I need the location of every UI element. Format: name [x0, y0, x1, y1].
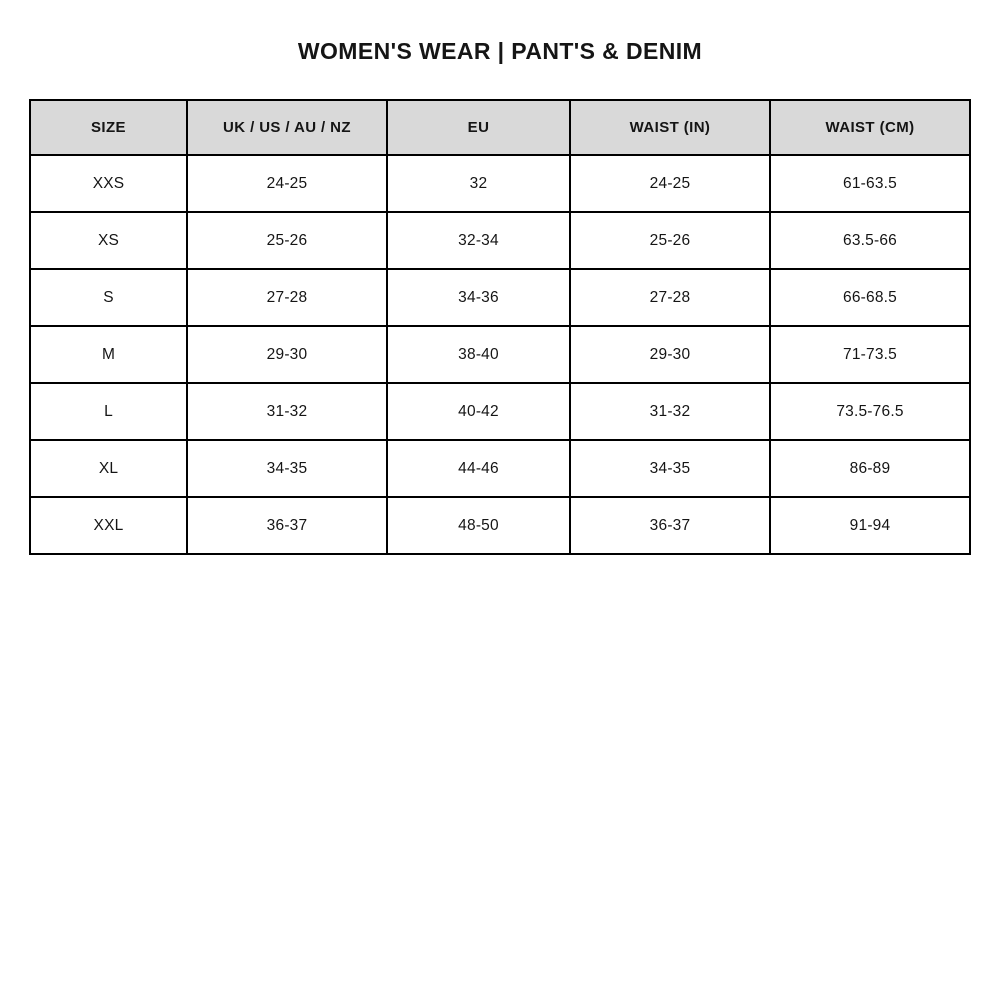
cell-waist-in: 36-37 [569, 496, 771, 555]
cell-waist-cm: 86-89 [769, 439, 971, 498]
cell-waist-in: 24-25 [569, 154, 771, 213]
table-row-s: S 27-28 34-36 27-28 66-68.5 [29, 268, 971, 327]
cell-size: L [29, 382, 188, 441]
cell-uk-size: 25-26 [186, 211, 388, 270]
table-row-l: L 31-32 40-42 31-32 73.5-76.5 [29, 382, 971, 441]
table-row-xs: XS 25-26 32-34 25-26 63.5-66 [29, 211, 971, 270]
column-header-waist-cm: WAIST (CM) [769, 99, 971, 156]
cell-waist-in: 34-35 [569, 439, 771, 498]
cell-waist-cm: 91-94 [769, 496, 971, 555]
column-header-size: SIZE [29, 99, 188, 156]
cell-eu-size: 34-36 [386, 268, 571, 327]
column-header-waist-in: WAIST (IN) [569, 99, 771, 156]
table-header-row: SIZE UK / US / AU / NZ EU WAIST (IN) WAI… [29, 99, 971, 156]
cell-eu-size: 48-50 [386, 496, 571, 555]
table-row-m: M 29-30 38-40 29-30 71-73.5 [29, 325, 971, 384]
cell-waist-in: 25-26 [569, 211, 771, 270]
column-header-eu: EU [386, 99, 571, 156]
column-header-uk-us-au-nz: UK / US / AU / NZ [186, 99, 388, 156]
cell-size: XS [29, 211, 188, 270]
cell-waist-in: 31-32 [569, 382, 771, 441]
table-row-xxs: XXS 24-25 32 24-25 61-63.5 [29, 154, 971, 213]
cell-waist-cm: 66-68.5 [769, 268, 971, 327]
cell-waist-cm: 63.5-66 [769, 211, 971, 270]
cell-size: XXS [29, 154, 188, 213]
cell-uk-size: 29-30 [186, 325, 388, 384]
size-chart-table: SIZE UK / US / AU / NZ EU WAIST (IN) WAI… [29, 99, 971, 555]
cell-size: S [29, 268, 188, 327]
cell-uk-size: 34-35 [186, 439, 388, 498]
cell-waist-cm: 71-73.5 [769, 325, 971, 384]
cell-uk-size: 31-32 [186, 382, 388, 441]
table-row-xxl: XXL 36-37 48-50 36-37 91-94 [29, 496, 971, 555]
cell-size: XL [29, 439, 188, 498]
cell-waist-in: 29-30 [569, 325, 771, 384]
cell-eu-size: 38-40 [386, 325, 571, 384]
cell-uk-size: 27-28 [186, 268, 388, 327]
cell-waist-in: 27-28 [569, 268, 771, 327]
cell-size: M [29, 325, 188, 384]
cell-eu-size: 32-34 [386, 211, 571, 270]
cell-eu-size: 44-46 [386, 439, 571, 498]
cell-eu-size: 40-42 [386, 382, 571, 441]
page-title: WOMEN'S WEAR | PANT'S & DENIM [297, 38, 703, 64]
cell-size: XXL [29, 496, 188, 555]
cell-uk-size: 36-37 [186, 496, 388, 555]
cell-eu-size: 32 [386, 154, 571, 213]
cell-uk-size: 24-25 [186, 154, 388, 213]
cell-waist-cm: 73.5-76.5 [769, 382, 971, 441]
table-row-xl: XL 34-35 44-46 34-35 86-89 [29, 439, 971, 498]
cell-waist-cm: 61-63.5 [769, 154, 971, 213]
